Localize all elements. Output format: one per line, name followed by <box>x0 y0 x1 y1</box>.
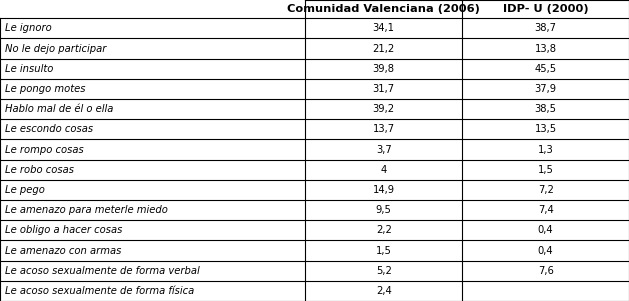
Text: 39,8: 39,8 <box>373 64 394 74</box>
Text: 13,8: 13,8 <box>535 44 557 54</box>
Text: Le robo cosas: Le robo cosas <box>5 165 74 175</box>
Text: 38,5: 38,5 <box>535 104 557 114</box>
Text: 13,5: 13,5 <box>535 124 557 134</box>
Text: 7,2: 7,2 <box>538 185 554 195</box>
Text: 0,4: 0,4 <box>538 225 554 235</box>
Text: 31,7: 31,7 <box>372 84 395 94</box>
Text: Le insulto: Le insulto <box>5 64 53 74</box>
Text: Le pongo motes: Le pongo motes <box>5 84 86 94</box>
Text: 45,5: 45,5 <box>535 64 557 74</box>
Text: 2,4: 2,4 <box>376 286 392 296</box>
Text: Le rompo cosas: Le rompo cosas <box>5 144 84 154</box>
Text: 38,7: 38,7 <box>535 23 557 33</box>
Text: Comunidad Valenciana (2006): Comunidad Valenciana (2006) <box>287 4 480 14</box>
Text: Le pego: Le pego <box>5 185 45 195</box>
Text: 39,2: 39,2 <box>372 104 395 114</box>
Text: 7,4: 7,4 <box>538 205 554 215</box>
Text: Hablo mal de él o ella: Hablo mal de él o ella <box>5 104 113 114</box>
Text: 14,9: 14,9 <box>372 185 395 195</box>
Text: 21,2: 21,2 <box>372 44 395 54</box>
Text: Le acoso sexualmente de forma física: Le acoso sexualmente de forma física <box>5 286 194 296</box>
Text: 3,7: 3,7 <box>376 144 392 154</box>
Text: 7,6: 7,6 <box>538 266 554 276</box>
Text: 37,9: 37,9 <box>535 84 557 94</box>
Text: 2,2: 2,2 <box>376 225 392 235</box>
Text: 9,5: 9,5 <box>376 205 392 215</box>
Text: Le escondo cosas: Le escondo cosas <box>5 124 93 134</box>
Text: 4: 4 <box>381 165 387 175</box>
Text: Le acoso sexualmente de forma verbal: Le acoso sexualmente de forma verbal <box>5 266 200 276</box>
Text: Le amenazo con armas: Le amenazo con armas <box>5 246 121 256</box>
Text: Le amenazo para meterle miedo: Le amenazo para meterle miedo <box>5 205 168 215</box>
Text: 34,1: 34,1 <box>373 23 394 33</box>
Text: No le dejo participar: No le dejo participar <box>5 44 106 54</box>
Text: Le obligo a hacer cosas: Le obligo a hacer cosas <box>5 225 123 235</box>
Text: IDP- U (2000): IDP- U (2000) <box>503 4 589 14</box>
Text: 1,3: 1,3 <box>538 144 554 154</box>
Text: 1,5: 1,5 <box>376 246 392 256</box>
Text: 0,4: 0,4 <box>538 246 554 256</box>
Text: Le ignoro: Le ignoro <box>5 23 52 33</box>
Text: 5,2: 5,2 <box>376 266 392 276</box>
Text: 13,7: 13,7 <box>372 124 395 134</box>
Text: 1,5: 1,5 <box>538 165 554 175</box>
